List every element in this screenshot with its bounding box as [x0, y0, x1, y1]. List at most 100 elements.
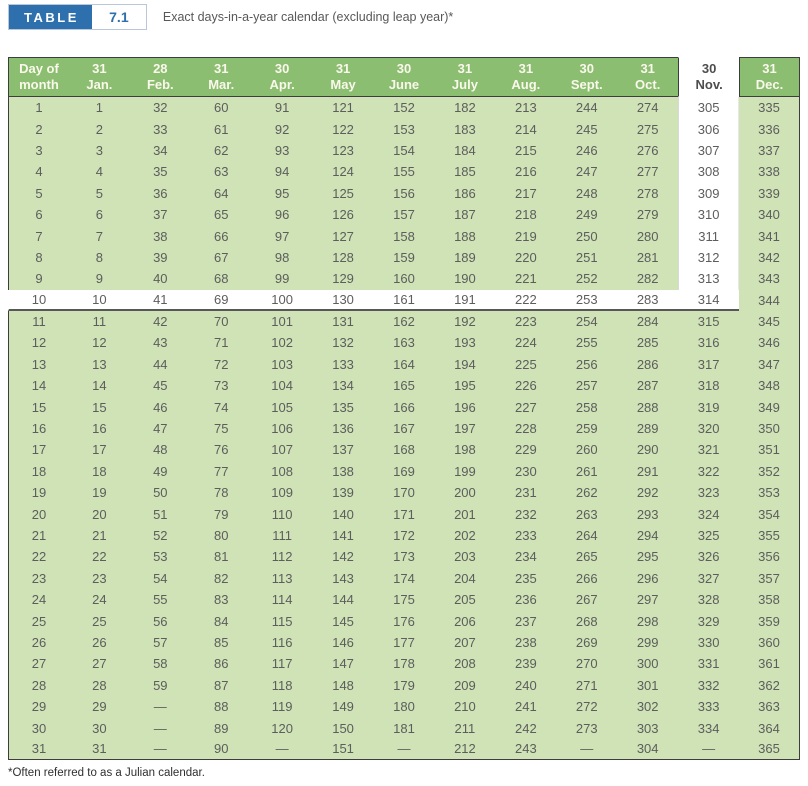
- day-number-cell: 101: [251, 310, 313, 333]
- month-name: Aug.: [511, 77, 541, 92]
- month-header-jan: 31 Jan.: [68, 57, 130, 97]
- day-number-cell: 127: [312, 225, 374, 247]
- month-header-oct: 31 Oct.: [617, 57, 679, 97]
- day-number-cell: 219: [495, 225, 557, 247]
- day-number-cell: 348: [739, 375, 800, 397]
- day-of-month-cell: 18: [8, 460, 69, 483]
- table-row: 6 6 37 65 96 126 157 187 218 249 279 310 340: [8, 203, 800, 226]
- day-number-cell: 263: [556, 503, 618, 525]
- day-number-cell: 69: [190, 289, 252, 311]
- day-number-cell: 22: [68, 546, 130, 568]
- month-header-aug: 31 Aug.: [495, 57, 557, 97]
- day-number-cell: 264: [556, 524, 618, 547]
- day-number-cell: 326: [678, 546, 740, 568]
- day-number-cell: 66: [190, 225, 252, 247]
- day-number-cell: 196: [434, 396, 496, 418]
- day-number-cell: 17: [68, 439, 130, 461]
- day-number-cell: 46: [129, 396, 191, 418]
- table-caption: TABLE 7.1 Exact days-in-a-year calendar …: [8, 4, 800, 30]
- day-number-cell: 311: [678, 225, 740, 247]
- month-days-count: 31: [92, 61, 107, 76]
- day-number-cell: 84: [190, 610, 252, 632]
- day-number-cell: 132: [312, 332, 374, 354]
- day-number-cell: 213: [495, 97, 557, 119]
- day-number-cell: 355: [739, 524, 800, 547]
- day-number-cell: 198: [434, 439, 496, 461]
- month-header-feb: 28 Feb.: [129, 57, 191, 97]
- month-header-mar: 31 Mar.: [190, 57, 252, 97]
- day-number-cell: 163: [373, 332, 435, 354]
- day-number-cell: —: [373, 738, 435, 761]
- day-number-cell: 25: [68, 610, 130, 632]
- day-number-cell: 320: [678, 417, 740, 440]
- day-number-cell: 110: [251, 503, 313, 525]
- day-number-cell: 358: [739, 588, 800, 611]
- day-number-cell: 49: [129, 460, 191, 483]
- day-number-cell: 249: [556, 203, 618, 226]
- day-number-cell: 257: [556, 375, 618, 397]
- month-days-count: 28: [153, 61, 168, 76]
- day-number-cell: 313: [678, 268, 740, 290]
- day-number-cell: 284: [617, 310, 679, 333]
- day-number-cell: 181: [373, 717, 435, 739]
- day-number-cell: 252: [556, 268, 618, 290]
- day-number-cell: 23: [68, 567, 130, 589]
- day-number-cell: 286: [617, 353, 679, 376]
- table-label-badge: TABLE: [9, 5, 92, 29]
- table-row: 3 3 34 62 93 123 154 184 215 246 276 307 337: [8, 139, 800, 162]
- day-of-month-cell: 17: [8, 439, 69, 461]
- day-number-cell: 218: [495, 203, 557, 226]
- day-number-cell: 38: [129, 225, 191, 247]
- day-number-cell: 231: [495, 482, 557, 504]
- table-head: Day of month 31 Jan. 28 Feb. 31 Mar. 30 Apr. 31 M…: [8, 57, 800, 97]
- day-of-month-cell: 2: [8, 118, 69, 140]
- day-number-cell: 236: [495, 588, 557, 611]
- day-number-cell: 112: [251, 546, 313, 568]
- day-number-cell: 64: [190, 182, 252, 204]
- day-number-cell: 123: [312, 139, 374, 162]
- day-number-cell: 56: [129, 610, 191, 632]
- day-number-cell: 171: [373, 503, 435, 525]
- month-name: July: [451, 77, 478, 92]
- day-number-cell: 151: [312, 738, 374, 761]
- table-row: 10 10 41 69 100 130 161 191 222 253 283 314 344: [8, 289, 800, 311]
- day-number-cell: 293: [617, 503, 679, 525]
- day-number-cell: 184: [434, 139, 496, 162]
- month-days-count: 30: [701, 61, 717, 76]
- day-number-cell: 234: [495, 546, 557, 568]
- day-number-cell: 194: [434, 353, 496, 376]
- day-number-cell: 190: [434, 268, 496, 290]
- day-number-cell: 82: [190, 567, 252, 589]
- day-number-cell: 71: [190, 332, 252, 354]
- day-number-cell: 303: [617, 717, 679, 739]
- day-number-cell: 294: [617, 524, 679, 547]
- day-number-cell: 272: [556, 695, 618, 718]
- day-number-cell: 54: [129, 567, 191, 589]
- day-number-cell: 16: [68, 417, 130, 440]
- table-row: 5 5 36 64 95 125 156 186 217 248 278 309 339: [8, 182, 800, 204]
- day-number-cell: 135: [312, 396, 374, 418]
- day-number-cell: 125: [312, 182, 374, 204]
- day-number-cell: 85: [190, 631, 252, 654]
- day-number-cell: 89: [190, 717, 252, 739]
- day-number-cell: 229: [495, 439, 557, 461]
- day-number-cell: 307: [678, 139, 740, 162]
- day-number-cell: 241: [495, 695, 557, 718]
- month-header-nov: 30 Nov.: [678, 57, 740, 97]
- day-number-cell: 50: [129, 482, 191, 504]
- day-number-cell: 242: [495, 717, 557, 739]
- month-days-count: 31: [213, 61, 229, 76]
- day-number-cell: 144: [312, 588, 374, 611]
- day-number-cell: 170: [373, 482, 435, 504]
- day-number-cell: 365: [739, 738, 800, 761]
- day-number-cell: 318: [678, 375, 740, 397]
- day-of-month-cell: 6: [8, 203, 69, 226]
- day-number-cell: 255: [556, 332, 618, 354]
- day-number-cell: 210: [434, 695, 496, 718]
- day-number-cell: 297: [617, 588, 679, 611]
- day-number-cell: 157: [373, 203, 435, 226]
- day-number-cell: —: [678, 738, 740, 761]
- day-number-cell: 325: [678, 524, 740, 547]
- day-number-cell: 78: [190, 482, 252, 504]
- day-number-cell: 72: [190, 353, 252, 376]
